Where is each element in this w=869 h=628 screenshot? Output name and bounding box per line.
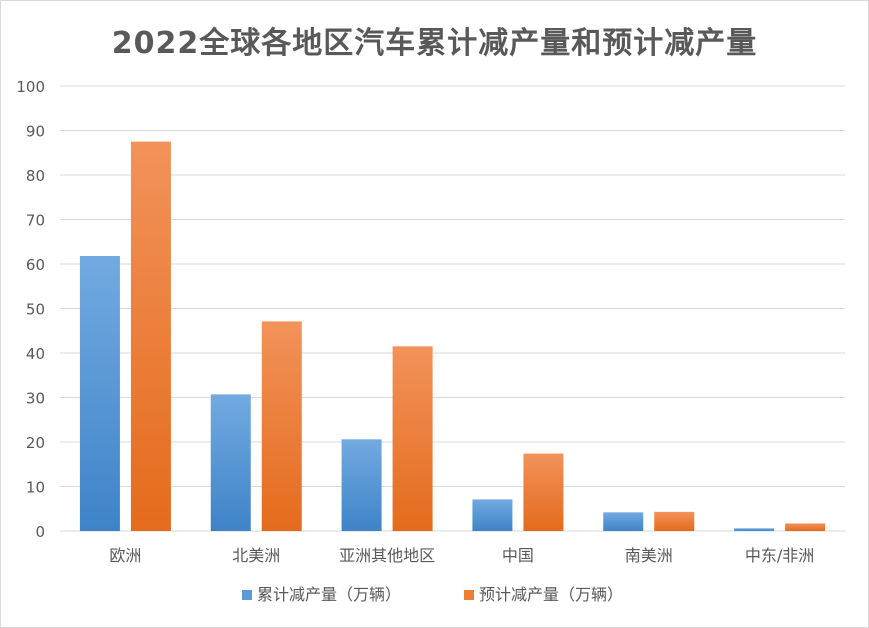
bar-forecast: [654, 511, 695, 531]
legend-swatch: [242, 590, 252, 600]
gridlines: [60, 85, 845, 532]
legend-swatch: [464, 590, 474, 600]
bars: [79, 141, 826, 532]
legend-label: 预计减产量（万辆）: [479, 585, 623, 604]
x-category-label: 南美洲: [625, 546, 673, 565]
chart-title: 2022全球各地区汽车累计减产量和预计减产量: [111, 26, 758, 61]
y-tick-label: 50: [26, 301, 45, 319]
y-tick-label: 80: [26, 167, 45, 185]
bar-forecast: [392, 346, 433, 531]
bar-cumulative: [79, 255, 120, 532]
bar-forecast: [130, 141, 171, 531]
bar-cumulative: [472, 499, 513, 531]
x-category-label: 亚洲其他地区: [339, 546, 435, 565]
bar-cumulative: [341, 439, 382, 531]
y-tick-label: 20: [26, 434, 45, 452]
x-axis-labels: 欧洲 北美洲 亚洲其他地区 中国 南美洲 中东/非洲: [109, 546, 814, 565]
x-category-label: 欧洲: [109, 546, 141, 565]
bar-forecast: [261, 321, 302, 531]
bar-forecast: [523, 453, 564, 531]
y-tick-label: 10: [26, 479, 45, 497]
bar-cumulative: [734, 528, 775, 531]
y-tick-label: 40: [26, 345, 45, 363]
y-tick-label: 30: [26, 390, 45, 408]
x-category-label: 北美洲: [232, 546, 280, 565]
y-axis-ticks: 0 10 20 30 40 50 60 70 80 90 100: [16, 78, 45, 541]
x-category-label: 中东/非洲: [745, 546, 814, 565]
bar-cumulative: [210, 394, 251, 531]
legend-label: 累计减产量（万辆）: [257, 585, 401, 604]
y-tick-label: 70: [26, 212, 45, 230]
y-tick-label: 0: [35, 523, 45, 541]
x-category-label: 中国: [502, 546, 534, 565]
y-tick-label: 90: [26, 123, 45, 141]
y-tick-label: 100: [16, 78, 45, 96]
legend: 累计减产量（万辆） 预计减产量（万辆）: [242, 585, 623, 604]
bar-forecast: [785, 523, 826, 531]
bar-cumulative: [603, 512, 644, 531]
y-tick-label: 60: [26, 256, 45, 274]
